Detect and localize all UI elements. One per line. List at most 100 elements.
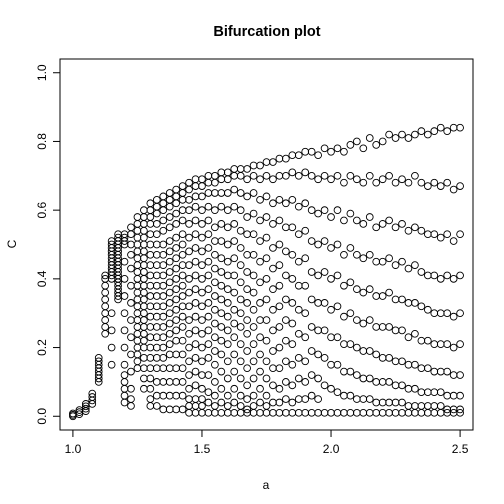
data-point bbox=[385, 288, 393, 297]
data-point bbox=[204, 244, 213, 252]
data-point bbox=[185, 357, 193, 366]
data-point bbox=[133, 323, 142, 331]
data-point bbox=[294, 257, 303, 266]
data-point bbox=[159, 216, 168, 225]
data-point bbox=[352, 371, 361, 379]
data-point bbox=[223, 299, 232, 307]
data-point bbox=[172, 336, 181, 345]
data-point bbox=[269, 408, 277, 417]
data-point bbox=[217, 254, 226, 263]
data-point bbox=[249, 305, 258, 314]
data-point bbox=[120, 384, 129, 393]
data-point bbox=[333, 144, 342, 153]
data-point bbox=[385, 171, 393, 180]
data-point bbox=[127, 281, 135, 290]
data-point bbox=[223, 357, 232, 366]
data-point bbox=[249, 391, 258, 400]
data-point bbox=[256, 195, 264, 204]
data-point bbox=[178, 350, 187, 359]
data-point bbox=[204, 371, 213, 379]
data-point bbox=[456, 182, 464, 190]
data-point bbox=[211, 408, 219, 417]
data-point bbox=[191, 381, 200, 390]
data-point bbox=[140, 329, 148, 338]
data-point bbox=[320, 144, 329, 153]
data-point bbox=[398, 381, 406, 390]
data-point bbox=[178, 230, 187, 239]
data-point bbox=[140, 316, 148, 324]
data-point bbox=[217, 295, 226, 304]
data-point bbox=[430, 388, 439, 397]
data-point bbox=[372, 257, 381, 266]
data-point bbox=[223, 189, 232, 197]
data-point bbox=[159, 199, 168, 208]
data-point bbox=[236, 189, 245, 197]
data-point bbox=[185, 402, 193, 410]
data-point bbox=[243, 192, 251, 201]
data-point bbox=[346, 340, 355, 348]
data-point bbox=[275, 195, 284, 204]
y-tick-label: 0.4 bbox=[35, 270, 49, 287]
data-point bbox=[101, 323, 110, 331]
data-point bbox=[198, 261, 206, 269]
data-point bbox=[456, 408, 464, 417]
data-point bbox=[301, 395, 310, 403]
data-point bbox=[294, 230, 303, 239]
data-point bbox=[230, 288, 239, 297]
data-point bbox=[178, 189, 187, 197]
data-point bbox=[430, 402, 439, 410]
data-point bbox=[217, 237, 226, 245]
data-point bbox=[275, 302, 284, 311]
data-point bbox=[204, 230, 213, 239]
data-point bbox=[436, 388, 445, 397]
data-point bbox=[275, 364, 284, 373]
data-point bbox=[140, 295, 148, 304]
data-point bbox=[288, 340, 297, 348]
data-point bbox=[198, 192, 206, 201]
data-point bbox=[217, 168, 226, 177]
data-point bbox=[159, 226, 168, 235]
data-point bbox=[230, 171, 239, 180]
data-point bbox=[294, 395, 303, 403]
data-point bbox=[365, 213, 374, 221]
data-point bbox=[430, 178, 439, 187]
data-point bbox=[359, 347, 368, 355]
data-point bbox=[165, 299, 174, 307]
data-point bbox=[185, 384, 193, 393]
data-point bbox=[327, 384, 335, 393]
data-point bbox=[94, 354, 103, 362]
data-point bbox=[372, 223, 381, 232]
data-point bbox=[198, 182, 206, 190]
data-point bbox=[411, 402, 419, 410]
data-point bbox=[101, 302, 110, 311]
data-point bbox=[191, 395, 200, 403]
data-point bbox=[191, 192, 200, 201]
data-point bbox=[236, 408, 245, 417]
data-point bbox=[211, 333, 219, 342]
data-point bbox=[307, 268, 316, 276]
data-point bbox=[178, 391, 187, 400]
data-point bbox=[301, 309, 310, 318]
data-point bbox=[146, 323, 155, 331]
data-point bbox=[172, 364, 181, 373]
data-point bbox=[243, 213, 251, 221]
data-point bbox=[223, 391, 232, 400]
data-point bbox=[198, 371, 206, 379]
data-point bbox=[172, 350, 181, 359]
data-point bbox=[178, 250, 187, 259]
data-point bbox=[223, 271, 232, 280]
data-point bbox=[262, 357, 271, 366]
data-point bbox=[314, 209, 322, 218]
data-point bbox=[165, 268, 174, 276]
data-point bbox=[185, 275, 193, 283]
data-point bbox=[404, 178, 413, 187]
data-point bbox=[404, 408, 413, 417]
data-point bbox=[385, 354, 393, 362]
data-point bbox=[120, 233, 129, 242]
data-point bbox=[256, 367, 264, 376]
data-point bbox=[127, 299, 135, 307]
data-point bbox=[359, 144, 368, 153]
data-point bbox=[327, 213, 335, 221]
data-point bbox=[120, 378, 129, 386]
data-point bbox=[165, 391, 174, 400]
